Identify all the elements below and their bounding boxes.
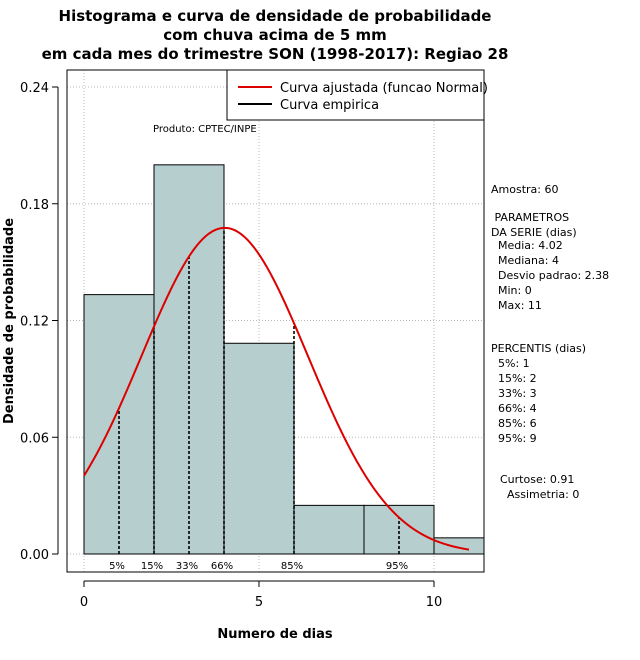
percentile-95: 95%: 9 (491, 432, 537, 445)
legend-box (226, 69, 485, 121)
x-tick-label: 10 (426, 595, 443, 610)
legend: Curva ajustada (funcao Normal) Curva empi… (226, 69, 488, 121)
y-tick-label: 0.18 (20, 198, 49, 213)
percentile-marker-label: 66% (211, 561, 233, 572)
legend-label: Curva ajustada (funcao Normal) (280, 81, 488, 96)
parameters-title-line2: DA SERIE (dias) (491, 226, 577, 239)
stat-kurtosis: Curtose: 0.91 (500, 473, 575, 486)
histogram-bars (83, 164, 485, 555)
y-axis: 0.00 0.06 0.12 0.18 0.24 (20, 81, 59, 563)
chart-title: Histograma e curva de densidade de proba… (42, 7, 509, 63)
parameters-title: PARAMETROS DA SERIE (dias) (491, 210, 577, 240)
percentile-15: 15%: 2 (491, 372, 537, 385)
chart-title-line: em cada mes do trimestre SON (1998-2017)… (42, 45, 509, 63)
stat-std-dev: Desvio padrao: 2.38 (491, 269, 610, 282)
histogram-bar (153, 164, 225, 555)
x-axis: 0 5 10 (80, 580, 443, 610)
histogram-bar (293, 504, 365, 555)
percentile-marker-label: 85% (281, 561, 303, 572)
percentile-markers: 5% 15% 33% 66% 85% 95% (109, 227, 408, 572)
y-tick-label: 0.06 (20, 431, 49, 446)
percentiles-title: PERCENTIS (dias) (491, 342, 587, 355)
percentile-85: 85%: 6 (491, 417, 537, 430)
percentile-marker-label: 15% (141, 561, 163, 572)
stat-mean: Media: 4.02 (491, 239, 563, 252)
x-axis-label: Numero de dias (217, 627, 333, 642)
stat-max: Max: 11 (491, 299, 542, 312)
percentile-marker-label: 95% (386, 561, 408, 572)
x-tick-label: 5 (255, 595, 263, 610)
histogram-bar (363, 504, 435, 555)
y-tick-label: 0.24 (20, 81, 49, 96)
histogram-bar (83, 294, 155, 555)
y-tick-label: 0.12 (20, 315, 49, 330)
sample-size: Amostra: 60 (491, 183, 559, 196)
chart-title-line: com chuva acima de 5 mm (163, 26, 387, 44)
shape-stats: Curtose: 0.91 Assimetria: 0 (500, 472, 579, 502)
legend-label: Curva empirica (280, 98, 379, 113)
chart-title-line: Histograma e curva de densidade de proba… (59, 7, 492, 25)
percentile-66: 66%: 4 (491, 402, 537, 415)
parameters-values: Media: 4.02 Mediana: 4 Desvio padrao: 2.… (491, 238, 609, 313)
percentiles-block: PERCENTIS (dias) 5%: 1 15%: 2 33%: 3 66%… (491, 341, 586, 446)
histogram-bar (433, 537, 485, 555)
percentile-33: 33%: 3 (491, 387, 537, 400)
histogram-bar (223, 342, 295, 555)
normal-fit-curve (83, 226, 470, 551)
parameters-title-line1: PARAMETROS (491, 211, 570, 224)
percentile-marker-label: 5% (109, 561, 125, 572)
product-note: Produto: CPTEC/INPE (153, 124, 257, 135)
x-tick-label: 0 (80, 595, 88, 610)
y-axis-label: Densidade de probabilidade (2, 218, 17, 424)
percentile-marker-label: 33% (176, 561, 198, 572)
stat-median: Mediana: 4 (491, 254, 559, 267)
y-tick-label: 0.00 (20, 548, 49, 563)
percentile-5: 5%: 1 (491, 357, 530, 370)
stat-skewness: Assimetria: 0 (500, 488, 580, 501)
stat-min: Min: 0 (491, 284, 532, 297)
